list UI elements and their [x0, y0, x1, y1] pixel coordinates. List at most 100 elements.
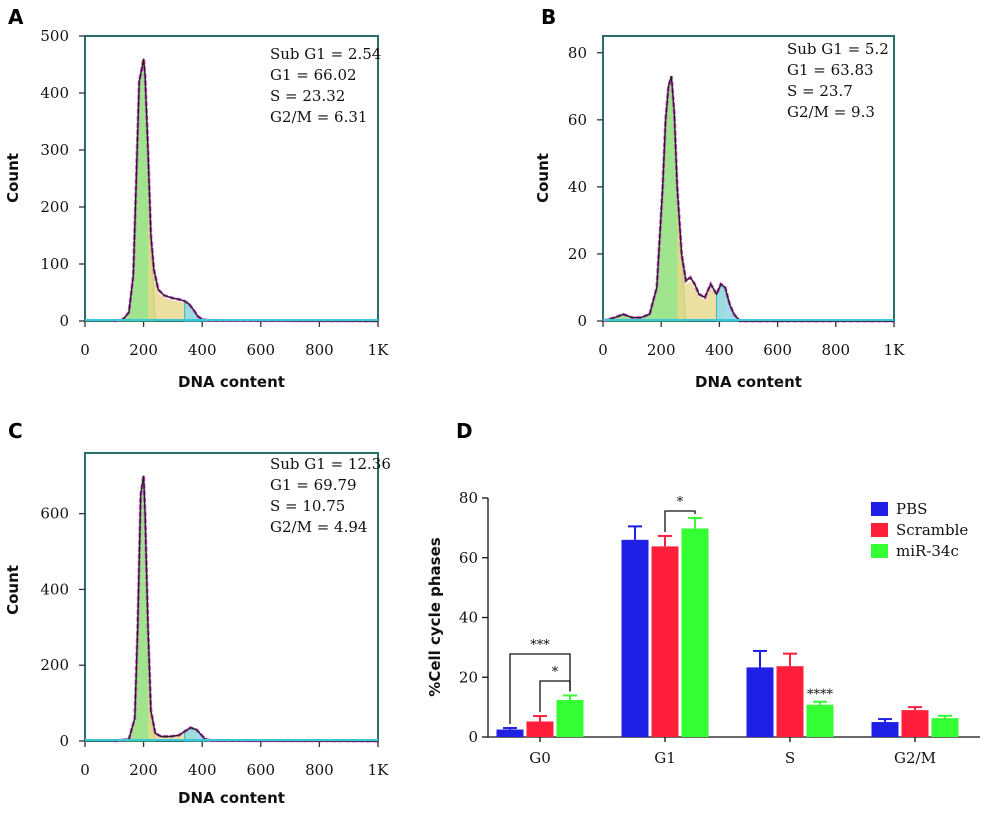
x-tick-label: 200 [129, 761, 158, 779]
y-tick-label: 40 [459, 609, 478, 627]
significance-bracket [664, 510, 696, 532]
y-tick-label: 0 [468, 728, 478, 746]
s-phase-fill [677, 200, 726, 321]
phase-annotation: S = 23.32 [270, 87, 345, 105]
x-tick-label: G2/M [894, 749, 936, 767]
y-tick-label: 20 [568, 245, 587, 263]
x-tick-label: 400 [188, 761, 217, 779]
y-tick-label: 0 [59, 312, 69, 330]
legend-label: miR-34c [896, 542, 959, 560]
phase-annotation: G1 = 66.02 [270, 66, 357, 84]
bar [496, 729, 524, 737]
histogram-curve [602, 76, 894, 322]
x-tick-label: G0 [529, 749, 551, 767]
legend-label: PBS [896, 500, 927, 518]
y-tick-label: 40 [568, 178, 587, 196]
y-tick-label: 200 [40, 656, 69, 674]
histogram-panel-c: 0 200 400 600 800 1K 0 200 400 600 DNA content Coun… [4, 452, 391, 807]
y-tick-label: 400 [40, 84, 69, 102]
x-tick-label: 400 [188, 341, 217, 359]
phase-annotation: G1 = 63.83 [787, 61, 874, 79]
x-tick-label: 800 [821, 341, 850, 359]
y-tick-label: 200 [40, 198, 69, 216]
panel-label-c: C [8, 419, 23, 443]
x-tick-label: 600 [246, 761, 275, 779]
y-tick-label: 500 [40, 27, 69, 45]
bar [931, 718, 959, 737]
x-tick-label: 1K [368, 341, 390, 359]
y-axis-label: Count [534, 153, 552, 203]
histogram-curve [114, 475, 379, 742]
phase-annotation: Sub G1 = 5.2 [787, 40, 889, 58]
significance-label: *** [530, 638, 550, 653]
y-tick-label: 60 [568, 111, 587, 129]
legend-label: Scramble [896, 521, 968, 539]
x-tick-label: 800 [305, 341, 334, 359]
bar [526, 721, 554, 737]
x-tick-label: 400 [705, 341, 734, 359]
legend-swatch [871, 523, 888, 537]
plot-frame [602, 35, 895, 322]
phase-annotation: S = 10.75 [270, 497, 345, 515]
phase-annotation: G2/M = 9.3 [787, 103, 875, 121]
x-tick-label: 1K [368, 761, 390, 779]
x-axis-label: DNA content [695, 373, 802, 391]
x-axis-label: DNA content [178, 789, 285, 807]
legend-swatch [871, 544, 888, 558]
y-tick-label: 20 [459, 668, 478, 686]
y-tick-label: 60 [459, 549, 478, 567]
y-tick-label: 80 [568, 44, 587, 62]
plot-frame [84, 452, 379, 742]
x-tick-label: 1K [884, 341, 906, 359]
bar [556, 699, 584, 737]
x-tick-label: 200 [129, 341, 158, 359]
bar [901, 710, 929, 737]
phase-annotation: G2/M = 6.31 [270, 108, 367, 126]
bar [871, 722, 899, 737]
significance-bracket [539, 680, 571, 713]
x-tick-label: 200 [647, 341, 676, 359]
x-tick-label: G1 [654, 749, 676, 767]
significance-bracket [509, 653, 571, 725]
bar [681, 528, 709, 737]
y-axis-label: %Cell cycle phases [426, 537, 444, 696]
significance-label: * [552, 665, 559, 680]
y-tick-label: 0 [577, 312, 587, 330]
histogram-curve [114, 58, 379, 322]
y-tick-label: 600 [40, 505, 69, 523]
histogram-panel-b: 0 200 400 600 800 1K 0 20 40 60 80 DNA content Count… [534, 35, 906, 391]
histogram-panel-a: 0 200 400 600 800 1K 0 100 200 300 400 500 DNA conte… [4, 27, 389, 391]
legend-swatch [871, 502, 888, 516]
bar [621, 539, 649, 737]
x-tick-label: 0 [598, 341, 608, 359]
y-tick-label: 100 [40, 255, 69, 273]
panel-label-b: B [541, 5, 556, 29]
y-axis-label: Count [4, 565, 22, 615]
x-tick-label: 800 [305, 761, 334, 779]
y-tick-label: 80 [459, 489, 478, 507]
x-axis-label: DNA content [178, 373, 285, 391]
phase-annotation: Sub G1 = 12.36 [270, 455, 391, 473]
x-tick-label: S [785, 749, 795, 767]
x-tick-label: 0 [80, 341, 90, 359]
phase-annotation: Sub G1 = 2.54 [270, 45, 381, 63]
bar [746, 667, 774, 737]
y-tick-label: 400 [40, 580, 69, 598]
y-axis-label: Count [4, 153, 22, 203]
significance-label: * [677, 495, 684, 510]
phase-annotation: G2/M = 4.94 [270, 518, 367, 536]
x-tick-label: 600 [763, 341, 792, 359]
bar [806, 704, 834, 737]
panel-label-a: A [8, 5, 24, 29]
bar [651, 546, 679, 737]
phase-annotation: S = 23.7 [787, 82, 853, 100]
panel-label-d: D [456, 419, 473, 443]
y-tick-label: 0 [59, 732, 69, 750]
x-tick-label: 0 [80, 761, 90, 779]
y-tick-label: 300 [40, 141, 69, 159]
phase-annotation: G1 = 69.79 [270, 476, 357, 494]
x-tick-label: 600 [246, 341, 275, 359]
bar [776, 666, 804, 737]
